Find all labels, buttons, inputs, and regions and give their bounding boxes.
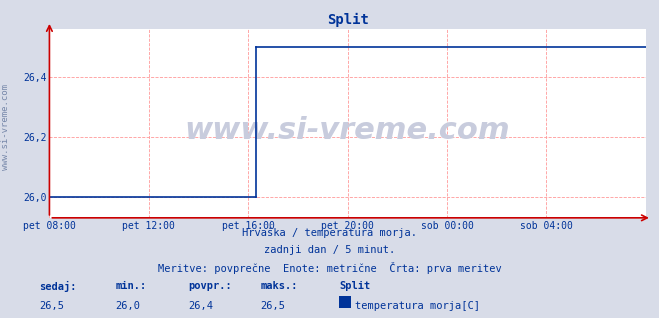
- Text: Split: Split: [339, 281, 370, 292]
- Text: povpr.:: povpr.:: [188, 281, 231, 291]
- Text: sedaj:: sedaj:: [40, 281, 77, 293]
- Text: 26,0: 26,0: [115, 301, 140, 310]
- Text: 26,5: 26,5: [260, 301, 285, 310]
- Text: www.si-vreme.com: www.si-vreme.com: [185, 116, 511, 145]
- Text: 26,4: 26,4: [188, 301, 213, 310]
- Title: Split: Split: [327, 13, 368, 27]
- Text: min.:: min.:: [115, 281, 146, 291]
- Text: temperatura morja[C]: temperatura morja[C]: [355, 301, 480, 310]
- Text: maks.:: maks.:: [260, 281, 298, 291]
- Text: Hrvaška / temperatura morja.: Hrvaška / temperatura morja.: [242, 227, 417, 238]
- Text: Meritve: povprečne  Enote: metrične  Črta: prva meritev: Meritve: povprečne Enote: metrične Črta:…: [158, 262, 501, 274]
- Text: zadnji dan / 5 minut.: zadnji dan / 5 minut.: [264, 245, 395, 255]
- Text: www.si-vreme.com: www.si-vreme.com: [1, 84, 10, 170]
- Text: 26,5: 26,5: [40, 301, 65, 310]
